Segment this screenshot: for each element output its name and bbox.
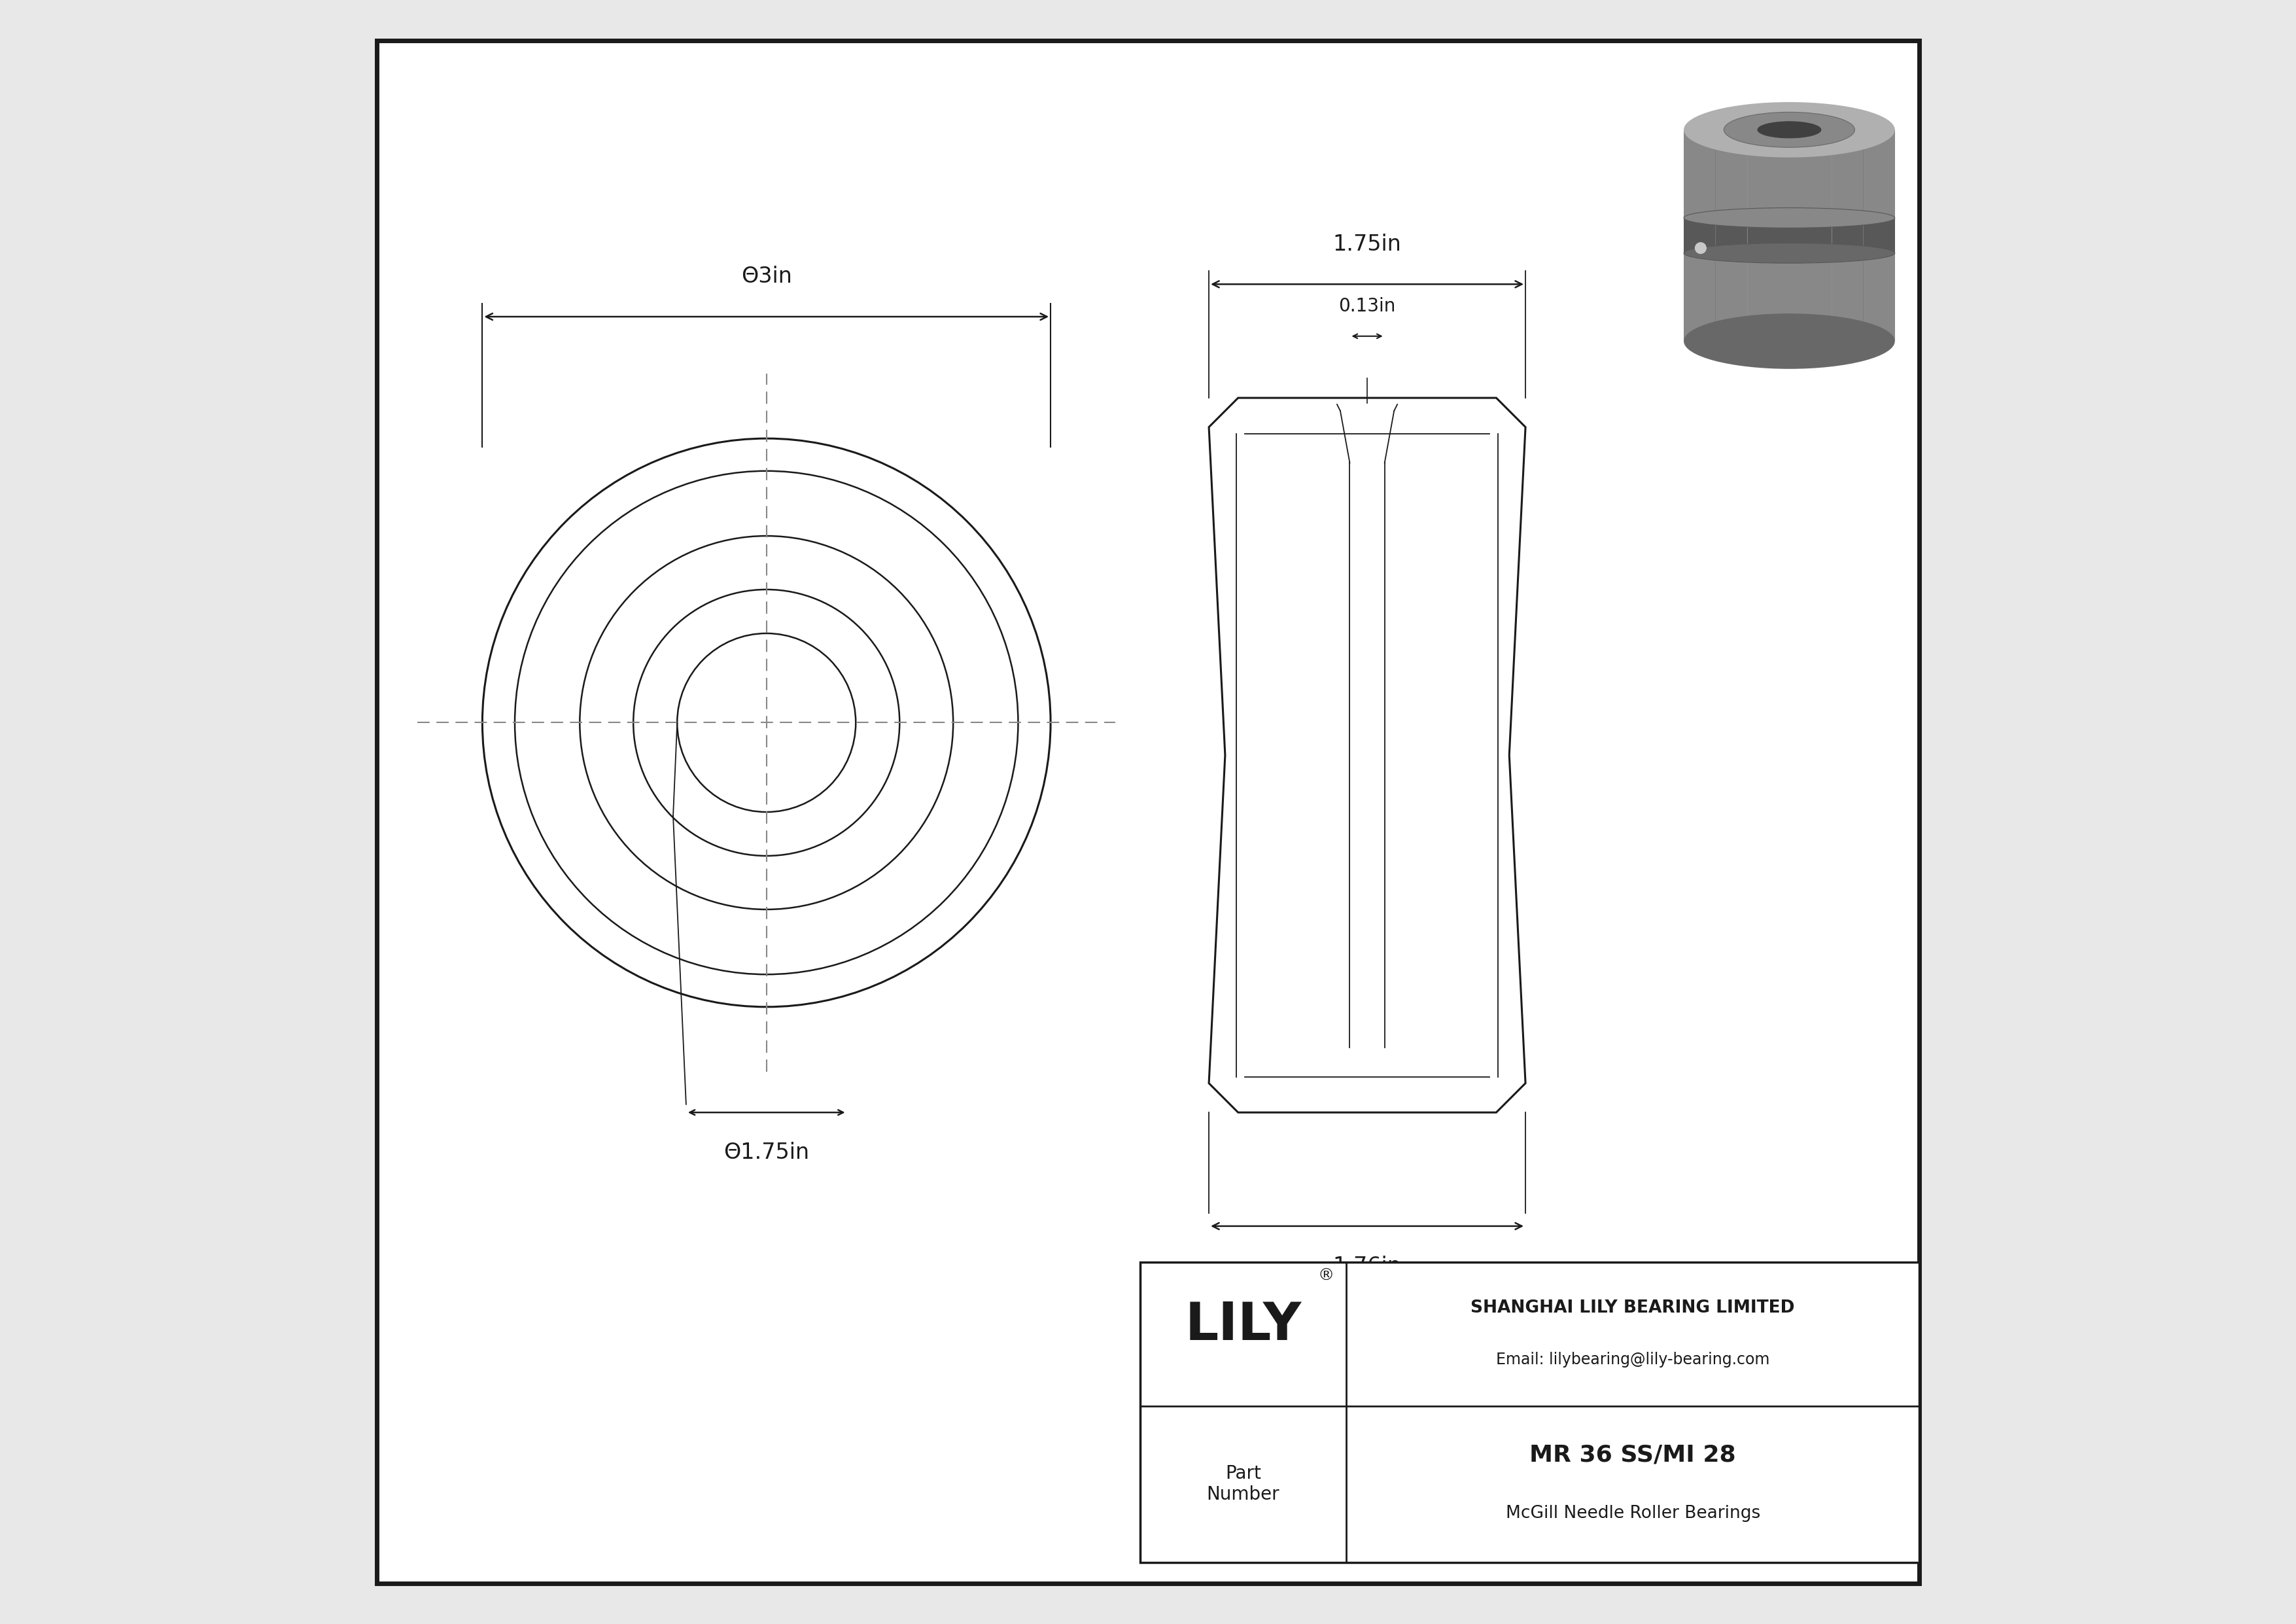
Text: Email: lilybearing@lily-bearing.com: Email: lilybearing@lily-bearing.com — [1497, 1353, 1770, 1367]
Text: 1.75in: 1.75in — [1334, 234, 1401, 255]
Text: LILY: LILY — [1185, 1301, 1302, 1351]
Text: 1.76in: 1.76in — [1334, 1255, 1401, 1276]
Ellipse shape — [1683, 313, 1894, 369]
Bar — [1683, 218, 1894, 253]
PathPatch shape — [1210, 398, 1525, 1112]
Text: Θ1.75in: Θ1.75in — [723, 1142, 810, 1163]
Text: Part
Number: Part Number — [1208, 1465, 1279, 1504]
Text: Θ3in: Θ3in — [742, 266, 792, 287]
Bar — [1683, 130, 1894, 341]
Circle shape — [677, 633, 856, 812]
Bar — [1139, 1262, 1919, 1562]
Ellipse shape — [1683, 208, 1894, 227]
Ellipse shape — [1683, 102, 1894, 158]
Text: SHANGHAI LILY BEARING LIMITED: SHANGHAI LILY BEARING LIMITED — [1472, 1299, 1795, 1317]
Ellipse shape — [1683, 244, 1894, 263]
Ellipse shape — [1724, 112, 1855, 148]
Text: McGill Needle Roller Bearings: McGill Needle Roller Bearings — [1506, 1505, 1761, 1522]
Circle shape — [514, 471, 1017, 974]
Circle shape — [634, 590, 900, 856]
Text: ®: ® — [1318, 1268, 1334, 1283]
Text: MR 36 SS/MI 28: MR 36 SS/MI 28 — [1529, 1444, 1736, 1466]
Circle shape — [482, 438, 1052, 1007]
Ellipse shape — [1759, 122, 1821, 138]
Circle shape — [581, 536, 953, 909]
Text: 0.13in: 0.13in — [1339, 297, 1396, 315]
Circle shape — [1694, 242, 1706, 253]
